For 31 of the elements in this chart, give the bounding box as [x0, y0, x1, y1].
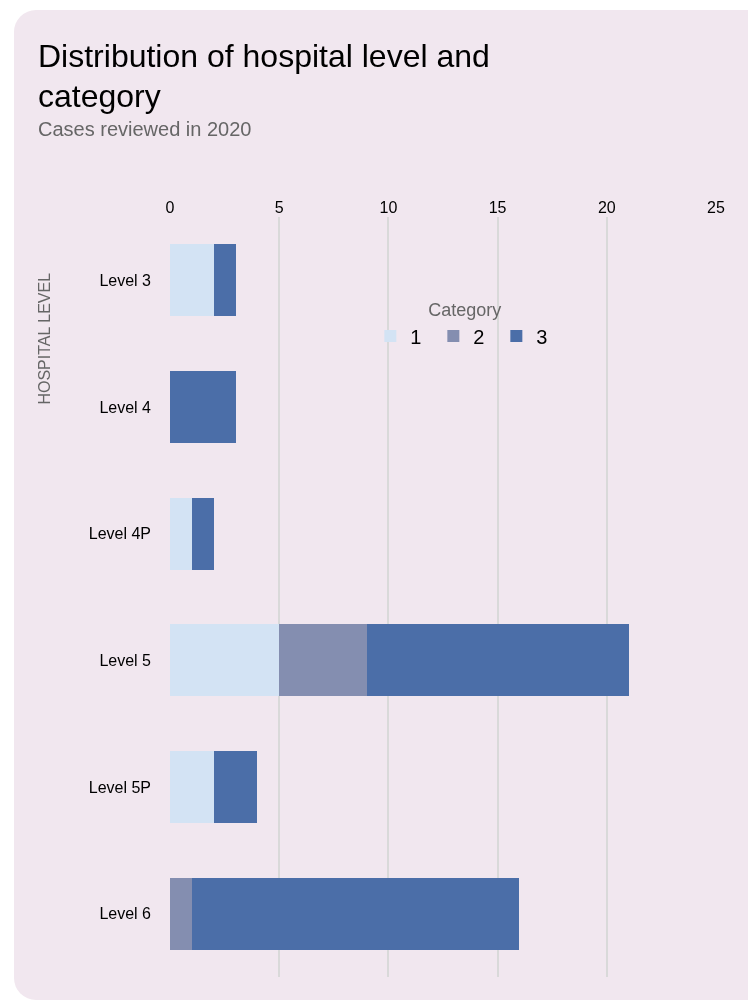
y-tick-label: Level 4P	[88, 525, 151, 543]
legend-title: Category	[428, 300, 502, 321]
y-tick-label: Level 3	[99, 271, 152, 289]
chart-subtitle: Cases reviewed in 2020	[38, 118, 252, 141]
legend-label: 3	[536, 325, 548, 348]
x-tick-label: 15	[488, 198, 507, 216]
bar	[213, 244, 236, 317]
x-tick-label: 10	[379, 198, 398, 216]
y-tick-label: Level 5	[99, 651, 152, 669]
bar	[170, 624, 280, 697]
x-tick-label: 0	[165, 198, 175, 216]
bar	[170, 244, 214, 317]
bar	[191, 877, 520, 950]
bar	[170, 877, 192, 950]
bar	[279, 624, 367, 697]
bar	[191, 497, 214, 570]
bar	[170, 497, 192, 570]
legend-label: 1	[410, 325, 422, 348]
x-tick-label: 25	[707, 198, 725, 216]
bar	[170, 750, 214, 824]
bar	[366, 624, 629, 697]
x-tick-label: 20	[597, 198, 616, 216]
x-tick-label: 5	[274, 198, 284, 216]
bar	[213, 750, 258, 824]
legend-label: 2	[473, 325, 485, 348]
y-tick-label: Level 5P	[88, 778, 151, 796]
y-tick-label: Level 6	[99, 905, 152, 923]
bar	[170, 370, 236, 444]
chart-title: Distribution of hospital level and category	[38, 37, 491, 116]
y-axis-title: HOSPITAL LEVEL	[36, 272, 54, 405]
y-tick-label: Level 4	[99, 398, 152, 416]
